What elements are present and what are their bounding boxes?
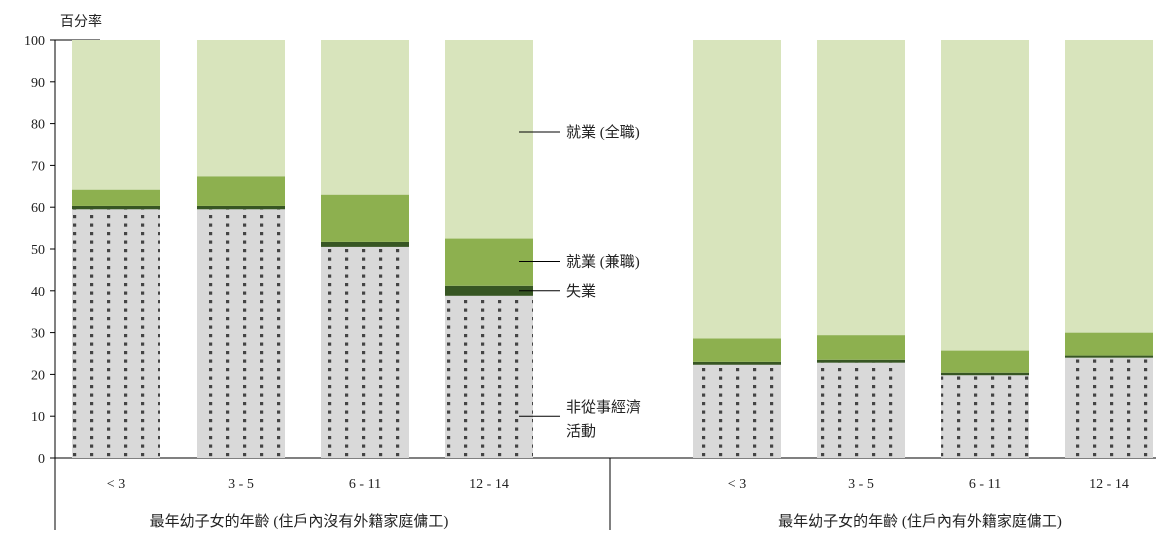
- annotation-label: 活動: [566, 423, 596, 440]
- bar-segment-series-3: [693, 40, 781, 339]
- y-tick-label: 80: [31, 118, 45, 133]
- bar-segment-series-1: [197, 205, 285, 210]
- bar-segment-series-0: [693, 364, 781, 458]
- x-category-label: 3 - 5: [228, 477, 254, 492]
- y-tick-label: 70: [31, 159, 45, 174]
- x-category-label: 12 - 14: [1089, 477, 1129, 492]
- x-category-label: < 3: [107, 477, 125, 492]
- y-tick-label: 90: [31, 76, 45, 91]
- bar-segment-series-3: [72, 40, 160, 190]
- x-category-label: 3 - 5: [848, 477, 874, 492]
- y-axis-title: 百分率: [60, 13, 102, 30]
- bar-segment-series-2: [72, 189, 160, 206]
- y-tick-label: 50: [31, 243, 45, 258]
- bar-segment-series-3: [445, 40, 533, 239]
- bar-segment-series-0: [72, 209, 160, 458]
- bar-segment-series-1: [445, 285, 533, 296]
- bar-segment-series-2: [693, 338, 781, 362]
- bar-segment-series-0: [445, 295, 533, 458]
- bar-segment-series-1: [817, 359, 905, 363]
- bar-segment-series-0: [1065, 357, 1153, 458]
- bar-segment-series-3: [321, 40, 409, 195]
- y-tick-label: 20: [31, 368, 45, 383]
- bar-segment-series-3: [197, 40, 285, 177]
- bar-segment-series-2: [941, 350, 1029, 373]
- x-category-label: < 3: [728, 477, 746, 492]
- y-tick-label: 0: [38, 452, 45, 467]
- bar-segment-series-1: [1065, 355, 1153, 358]
- bar-segment-series-0: [817, 362, 905, 458]
- y-tick-label: 40: [31, 285, 45, 300]
- y-tick-label: 60: [31, 201, 45, 216]
- bar-segment-series-0: [321, 246, 409, 458]
- bar-segment-series-0: [941, 375, 1029, 458]
- y-tick-label: 30: [31, 327, 45, 342]
- annotation-label: 非從事經濟: [566, 399, 641, 416]
- bar-segment-series-3: [817, 40, 905, 336]
- x-group-label: 最年幼子女的年齡 (住戶內沒有外籍家庭傭工): [150, 512, 449, 530]
- annotation-label: 就業 (兼職): [566, 254, 640, 271]
- bar-segment-series-1: [693, 361, 781, 365]
- bar-segment-series-2: [197, 176, 285, 206]
- x-category-label: 6 - 11: [969, 477, 1001, 492]
- bar-segment-series-1: [72, 205, 160, 210]
- tick-labels: 0 10 20 30 40 50 60 70 80 90 100 < 3 3 - 5 6 - 11 12 -…: [24, 34, 1129, 530]
- bars: [72, 40, 1153, 458]
- y-tick-label: 100: [24, 34, 45, 49]
- bar-segment-series-1: [321, 241, 409, 247]
- bar-segment-series-0: [197, 209, 285, 458]
- bar-segment-series-2: [1065, 332, 1153, 356]
- x-category-label: 6 - 11: [349, 477, 381, 492]
- annotation-label: 失業: [566, 283, 596, 300]
- bar-segment-series-2: [817, 335, 905, 360]
- bar-segment-series-1: [941, 372, 1029, 376]
- annotation-label: 就業 (全職): [566, 123, 640, 141]
- x-category-label: 12 - 14: [469, 477, 509, 492]
- bar-segment-series-2: [321, 194, 409, 242]
- bar-segment-series-2: [445, 238, 533, 286]
- y-tick-label: 10: [31, 410, 45, 425]
- bar-segment-series-3: [941, 40, 1029, 351]
- x-group-label: 最年幼子女的年齡 (住戶內有外籍家庭傭工): [778, 512, 1062, 530]
- bar-segment-series-3: [1065, 40, 1153, 333]
